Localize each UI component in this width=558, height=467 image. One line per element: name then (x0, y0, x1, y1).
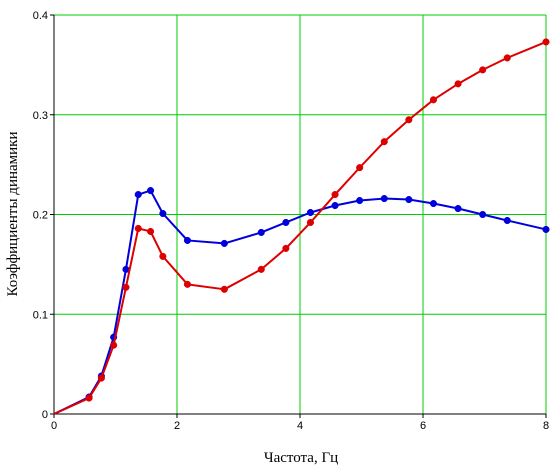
data-point (405, 116, 413, 124)
data-point (257, 265, 265, 273)
data-point (220, 285, 228, 293)
data-point (282, 218, 290, 227)
axes (50, 14, 547, 418)
data-point (429, 199, 438, 208)
y-axis-title: Коэффициенты динамики (5, 132, 21, 297)
data-point (356, 196, 364, 205)
data-point (282, 244, 290, 252)
x-tick-label: 0 (51, 420, 57, 432)
series-line (53, 189, 547, 415)
tick-labels: 0 2 4 6 8 0 0.1 0.2 0.3 0.4 (33, 10, 549, 432)
data-point (257, 228, 265, 237)
series-2 (53, 38, 550, 415)
data-point (306, 218, 315, 227)
data-point (380, 138, 388, 146)
data-point (220, 239, 228, 247)
y-tick-label: 0.4 (33, 10, 48, 22)
data-point (134, 191, 142, 199)
series-group (53, 38, 550, 415)
y-tick-label: 0.1 (33, 309, 48, 321)
x-tick-label: 4 (297, 420, 303, 432)
x-tick-label: 6 (420, 420, 426, 432)
data-point (159, 252, 167, 260)
data-point (97, 374, 105, 382)
data-point (147, 187, 155, 195)
data-point (356, 164, 364, 172)
data-point (147, 227, 155, 236)
data-point (503, 216, 511, 225)
data-point (405, 195, 413, 204)
data-point (479, 210, 487, 219)
data-point (380, 194, 388, 203)
data-point (159, 209, 167, 218)
data-point (110, 341, 118, 349)
x-axis-title: Частота, Гц (264, 450, 338, 466)
data-point (503, 54, 511, 62)
data-point (331, 201, 339, 210)
series-line (53, 41, 547, 415)
x-tick-label: 2 (174, 420, 180, 432)
data-point (331, 191, 339, 199)
y-tick-label: 0.2 (33, 210, 48, 222)
grid (54, 14, 547, 414)
data-point (542, 38, 550, 46)
data-point (183, 236, 192, 244)
data-point (183, 280, 192, 288)
series-1 (53, 187, 550, 415)
data-point (122, 283, 130, 291)
data-point (85, 394, 93, 402)
data-point (479, 66, 487, 74)
x-tick-label: 8 (543, 420, 549, 432)
data-point (542, 225, 550, 234)
data-point (306, 208, 315, 217)
data-point (454, 204, 462, 213)
y-tick-label: 0 (42, 409, 48, 421)
data-point (429, 96, 438, 104)
y-tick-label: 0.3 (33, 110, 48, 122)
data-point (454, 80, 462, 88)
data-point (134, 224, 142, 233)
